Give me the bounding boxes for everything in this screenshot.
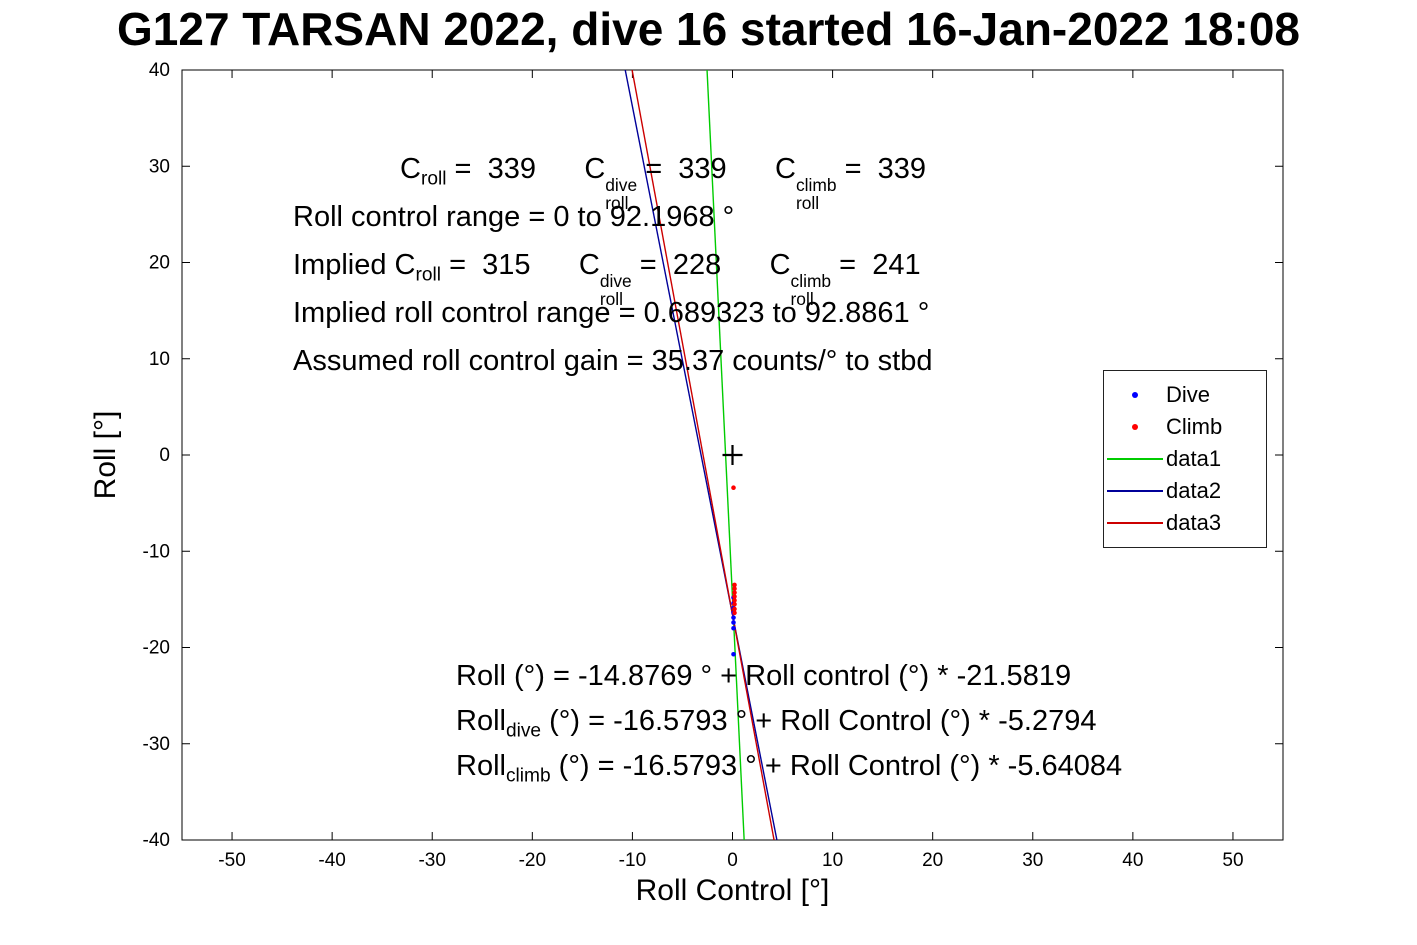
y-tick-label: -40 bbox=[143, 830, 170, 851]
y-tick-label: 10 bbox=[149, 349, 170, 370]
legend-label: Dive bbox=[1166, 382, 1211, 407]
x-tick-label: 40 bbox=[1122, 850, 1143, 871]
y-tick-label: -30 bbox=[143, 734, 170, 755]
legend-line-icon bbox=[1104, 458, 1166, 460]
fit-equation-annotations: Roll (°) = -14.8769 ° + Roll control (°)… bbox=[456, 660, 1122, 795]
legend: Dive Climb data1 data2 data3 bbox=[1103, 370, 1267, 548]
point-dive bbox=[731, 651, 736, 657]
point-climb bbox=[732, 610, 737, 616]
point-climb bbox=[732, 594, 737, 599]
legend-swatch bbox=[1107, 458, 1163, 460]
legend-marker-icon bbox=[1104, 392, 1166, 398]
y-tick-label: 20 bbox=[149, 253, 170, 274]
legend-item-climb: Climb bbox=[1104, 411, 1266, 443]
point-climb bbox=[732, 606, 737, 612]
legend-item-data2: data2 bbox=[1104, 475, 1266, 507]
legend-label: Climb bbox=[1166, 414, 1223, 439]
x-tick-label: 30 bbox=[1022, 850, 1043, 871]
y-tick-label: -20 bbox=[143, 638, 170, 659]
point-climb bbox=[732, 586, 737, 592]
point-climb bbox=[732, 601, 737, 607]
legend-line-icon bbox=[1104, 490, 1166, 492]
y-axis-label: Roll [°] bbox=[89, 410, 122, 500]
legend-label: data3 bbox=[1166, 510, 1222, 535]
fit-line-data3 bbox=[631, 69, 775, 841]
legend-swatch bbox=[1107, 490, 1163, 492]
legend-label: data1 bbox=[1166, 446, 1222, 471]
legend-item-dive: Dive bbox=[1104, 379, 1266, 411]
legend-swatch bbox=[1107, 522, 1163, 524]
annotation-line: Rollclimb (°) = -16.5793 ° + Roll Contro… bbox=[456, 750, 1123, 787]
annotation-line: Roll control range = 0 to 92.1968 ° bbox=[293, 201, 735, 233]
y-tick-label: 0 bbox=[159, 445, 170, 466]
x-tick-label: 20 bbox=[922, 850, 943, 871]
legend-label: data2 bbox=[1166, 478, 1222, 503]
point-dive bbox=[731, 620, 736, 625]
x-tick-label: -20 bbox=[519, 850, 546, 871]
x-tick-label: 0 bbox=[727, 850, 738, 871]
annotation-line: Roll (°) = -14.8769 ° + Roll control (°)… bbox=[456, 660, 1072, 692]
x-tick-label: -30 bbox=[418, 850, 445, 871]
figure-title: G127 TARSAN 2022, dive 16 started 16-Jan… bbox=[117, 3, 1300, 55]
x-tick-label: -40 bbox=[318, 850, 345, 871]
legend-item-data1: data1 bbox=[1104, 443, 1266, 475]
legend-line-icon bbox=[1104, 522, 1166, 524]
point-climb bbox=[732, 582, 737, 588]
x-tick-label: 10 bbox=[822, 850, 843, 871]
x-tick-label: -10 bbox=[619, 850, 646, 871]
legend-swatch bbox=[1132, 424, 1138, 430]
legend-marker-icon bbox=[1104, 424, 1166, 430]
x-tick-label: -50 bbox=[218, 850, 245, 871]
annotation-line: Implied roll control range = 0.689323 to… bbox=[293, 297, 930, 329]
point-dive bbox=[731, 615, 736, 620]
x-tick-label: 50 bbox=[1222, 850, 1243, 871]
annotation-line: Rolldive (°) = -16.5793 ° + Roll Control… bbox=[456, 705, 1097, 742]
annotation-line: Assumed roll control gain = 35.37 counts… bbox=[293, 345, 933, 377]
point-climb bbox=[732, 590, 737, 595]
y-tick-label: 40 bbox=[149, 60, 170, 81]
point-climb bbox=[731, 485, 736, 491]
y-tick-label: -10 bbox=[143, 541, 170, 562]
point-climb bbox=[732, 598, 737, 603]
legend-item-data3: data3 bbox=[1104, 507, 1266, 539]
point-dive bbox=[731, 625, 736, 631]
y-tick-label: 30 bbox=[149, 156, 170, 177]
legend-swatch bbox=[1132, 392, 1138, 398]
x-axis-label: Roll Control [°] bbox=[635, 874, 830, 907]
fit-line-data2 bbox=[624, 69, 778, 841]
